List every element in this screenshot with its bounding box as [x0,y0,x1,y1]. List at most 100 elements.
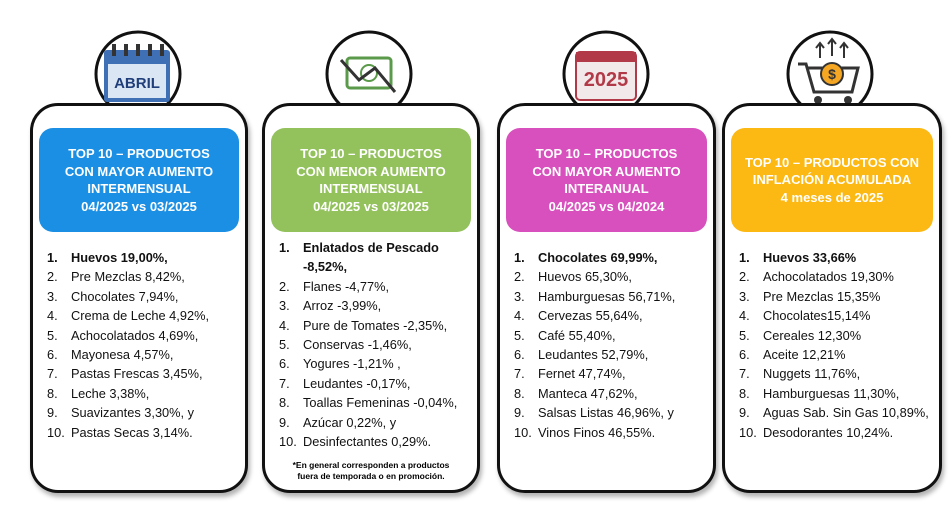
cart-icon: $ [786,30,874,118]
item-text: Huevos 19,00%, [71,250,168,265]
list-item: 8. Hamburguesas 11,30%, [739,384,929,403]
item-number: 3. [739,288,750,304]
item-number: 5. [47,327,58,343]
list-item: 6. Mayonesa 4,57%, [47,345,209,364]
list-item: 8. Manteca 47,62%, [514,384,675,403]
list-item: 4. Crema de Leche 4,92%, [47,306,209,325]
header-line: 04/2025 vs 03/2025 [313,198,429,214]
product-list: 1. Enlatados de Pescado -8,52%, 2. Flanes -… [279,238,457,451]
list-item: 7. Leudantes -0,17%, [279,374,457,393]
icon-label: 2025 [584,69,629,91]
list-item: 10. Pastas Secas 3,14%. [47,423,209,442]
item-text: Huevos 33,66% [763,250,857,265]
item-number: 8. [739,385,750,401]
card: TOP 10 – PRODUCTOS CON MENOR AUMENTO INTER… [262,103,480,493]
list-item: 1. Enlatados de Pescado -8,52%, [279,238,457,277]
card: TOP 10 – PRODUCTOS CON MAYOR AUMENTO INTER… [30,103,248,493]
card: TOP 10 – PRODUCTOS CON INFLACIÓN ACUMULAD… [722,103,942,493]
item-text: Mayonesa 4,57%, [71,347,174,363]
item-text: Hamburguesas 56,71%, [538,288,676,304]
item-text: Hamburguesas 11,30%, [763,385,900,401]
header-line: CON MAYOR AUMENTO [532,163,681,179]
item-text: Chocolates 7,94%, [71,288,179,304]
list-item: 1. Chocolates 69,99%, [514,248,675,267]
item-number: 2. [739,269,750,285]
list-item: 2. Achocolatados 19,30% [739,267,929,286]
header-line: CON MENOR AUMENTO [296,163,446,179]
item-number: 5. [739,327,750,343]
list-item: 6. Aceite 12,21% [739,345,929,364]
list-item: 7. Pastas Frescas 3,45%, [47,364,209,383]
list-item: 4. Chocolates15,14% [739,306,929,325]
list-item: 5. Cereales 12,30% [739,326,929,345]
header-line: INTERMENSUAL [87,181,191,196]
item-number: 3. [514,288,525,304]
list-item: 1. Huevos 19,00%, [47,248,209,267]
item-number: 6. [514,347,525,363]
list-item: 8. Toallas Femeninas -0,04%, [279,393,457,412]
list-item: 2. Pre Mezclas 8,42%, [47,267,209,286]
list-item: 10. Desodorantes 10,24%. [739,423,929,442]
item-text: Yogures -1,21% , [303,356,401,372]
item-text: Café 55,40%, [538,327,616,343]
header-line: 4 meses de 2025 [780,189,884,205]
item-number: 7. [739,366,750,382]
list-item: 5. Conservas -1,46%, [279,335,457,354]
item-text: Chocolates 69,99%, [538,250,658,265]
footnote: *En general corresponden a productos fuer… [265,460,477,482]
header-line: CON MAYOR AUMENTO [64,163,214,179]
header-line: INFLACIÓN ACUMULADA [752,172,912,188]
header-line: 04/2025 vs 04/2024 [548,198,665,214]
item-number: 8. [47,385,58,401]
item-number: 8. [279,395,290,411]
item-number: 10. [47,424,65,440]
item-number: 4. [739,308,750,324]
list-item: 1. Huevos 33,66% [739,248,929,267]
header-line: INTERMENSUAL [319,181,423,196]
header-line: TOP 10 – PRODUCTOS [535,146,678,161]
item-number: 5. [279,337,290,353]
item-number: 2. [279,278,290,294]
item-number: 4. [514,308,525,324]
item-text: Chocolates15,14% [763,308,871,324]
item-number: 10. [739,424,757,440]
item-text: Desinfectantes 0,29%. [303,434,432,450]
item-text: Nuggets 11,76%, [763,366,861,382]
header-line: INTERANUAL [564,181,649,196]
item-text: Cereales 12,30% [763,327,862,343]
icon-label: $ [828,66,836,82]
item-text: Desodorantes 10,24%. [763,424,894,440]
item-text: Vinos Finos 46,55%. [538,424,656,440]
product-list: 1. Chocolates 69,99%, 2. Huevos 65,30%, 3. Ha… [514,248,675,442]
icon-label: ABRIL [114,75,160,92]
item-text: Toallas Femeninas -0,04%, [303,395,458,411]
item-text: Azúcar 0,22%, y [303,414,397,430]
list-item: 3. Chocolates 7,94%, [47,287,209,306]
list-item: 10. Vinos Finos 46,55%. [514,423,675,442]
year-icon: 2025 [562,30,650,118]
item-text: Suavizantes 3,30%, y [71,405,195,421]
list-item: 9. Aguas Sab. Sin Gas 10,89%, [739,403,929,422]
item-text: Arroz -3,99%, [303,298,382,314]
item-text: Huevos 65,30%, [538,269,632,285]
item-number: 7. [47,366,58,382]
item-text: Leche 3,38%, [71,385,150,401]
list-item: 3. Pre Mezclas 15,35% [739,287,929,306]
item-text: Pre Mezclas 8,42%, [71,269,185,285]
list-item: 7. Nuggets 11,76%, [739,364,929,383]
header-line: TOP 10 – PRODUCTOS [68,146,210,161]
header-line: 04/2025 vs 03/2025 [81,198,197,214]
card-header: TOP 10 – PRODUCTOS CON MAYOR AUMENTO INTER… [506,128,707,232]
item-text: Salsas Listas 46,96%, y [538,405,674,421]
item-number: 9. [739,405,750,421]
calendar-icon: ABRIL [94,30,182,118]
item-text: Conservas -1,46%, [303,337,412,353]
item-text: Fernet 47,74%, [538,366,626,382]
list-item: 6. Yogures -1,21% , [279,354,457,373]
item-number: 4. [47,308,58,324]
item-text: Aceite 12,21% [763,347,846,363]
list-item: 6. Leudantes 52,79%, [514,345,675,364]
item-text: Achocolatados 4,69%, [71,327,199,343]
list-item: 9. Azúcar 0,22%, y [279,413,457,432]
